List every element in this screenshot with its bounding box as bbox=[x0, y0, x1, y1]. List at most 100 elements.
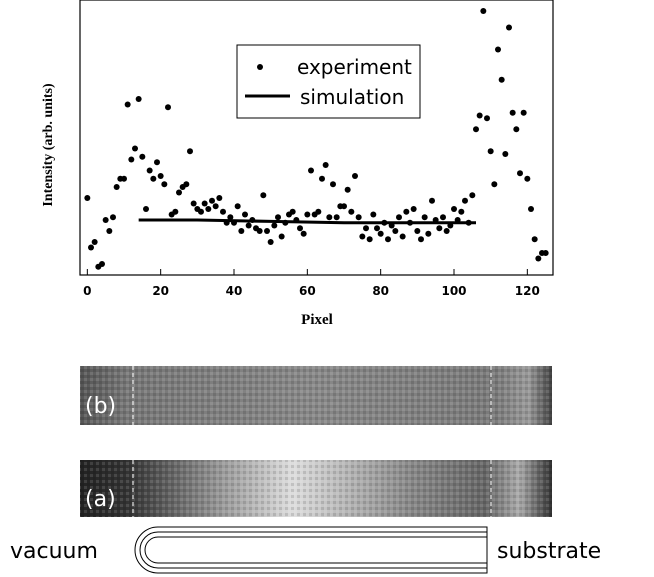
data-point bbox=[341, 203, 347, 210]
data-point bbox=[531, 236, 538, 243]
data-point bbox=[363, 225, 369, 232]
data-point bbox=[344, 186, 351, 193]
legend: experiment simulation bbox=[236, 44, 421, 119]
x-axis-label: Pixel bbox=[301, 312, 333, 328]
data-point bbox=[212, 203, 219, 210]
data-point bbox=[414, 228, 421, 234]
x-tick-label: 40 bbox=[226, 284, 243, 298]
data-point bbox=[458, 208, 465, 215]
x-tick-label: 60 bbox=[299, 284, 316, 298]
data-point bbox=[139, 153, 146, 160]
sample-outline bbox=[134, 526, 488, 574]
data-point bbox=[297, 225, 303, 232]
data-point bbox=[370, 211, 377, 218]
data-point bbox=[359, 233, 366, 240]
data-point bbox=[154, 159, 160, 166]
data-point bbox=[201, 200, 208, 207]
data-point bbox=[418, 236, 424, 243]
data-point bbox=[498, 76, 505, 83]
data-point bbox=[528, 206, 534, 212]
x-tick-label: 20 bbox=[152, 284, 169, 298]
data-point bbox=[502, 151, 509, 157]
data-point bbox=[451, 206, 457, 212]
data-point bbox=[289, 208, 296, 215]
data-point bbox=[315, 208, 322, 215]
data-point bbox=[267, 239, 274, 245]
data-point bbox=[187, 148, 193, 155]
image-texture bbox=[80, 366, 552, 425]
data-point bbox=[491, 181, 498, 188]
data-point bbox=[509, 109, 516, 116]
data-point bbox=[143, 206, 149, 212]
data-point bbox=[524, 175, 531, 182]
data-point bbox=[150, 175, 157, 182]
data-point bbox=[132, 145, 138, 152]
data-point bbox=[429, 197, 435, 204]
data-point bbox=[190, 200, 197, 207]
data-point bbox=[322, 162, 329, 168]
data-point bbox=[517, 170, 523, 177]
data-point bbox=[300, 230, 307, 237]
data-point bbox=[436, 225, 443, 232]
data-point bbox=[366, 236, 373, 243]
data-point bbox=[319, 175, 325, 182]
panel-label: (b) bbox=[85, 394, 116, 419]
data-point bbox=[506, 24, 512, 31]
data-point bbox=[326, 214, 333, 221]
region-label: substrate bbox=[497, 539, 601, 564]
data-point bbox=[374, 225, 380, 232]
image-texture bbox=[80, 460, 552, 517]
data-point bbox=[542, 250, 549, 256]
data-point bbox=[176, 189, 182, 196]
data-point bbox=[124, 101, 131, 108]
data-point bbox=[469, 192, 476, 199]
data-point bbox=[480, 8, 487, 14]
data-point bbox=[278, 233, 285, 240]
data-point bbox=[146, 167, 153, 174]
data-point bbox=[476, 112, 483, 119]
data-point bbox=[487, 148, 494, 155]
data-point bbox=[84, 195, 91, 201]
data-point bbox=[238, 228, 245, 234]
data-point bbox=[421, 214, 428, 221]
x-tick-label: 100 bbox=[441, 284, 466, 298]
data-point bbox=[209, 197, 215, 204]
data-point bbox=[333, 214, 340, 221]
data-point bbox=[403, 208, 410, 215]
data-point bbox=[234, 203, 241, 210]
data-point bbox=[245, 222, 252, 229]
data-point bbox=[355, 214, 362, 221]
data-point bbox=[157, 173, 164, 179]
data-point bbox=[440, 214, 446, 221]
x-tick-label: 120 bbox=[515, 284, 540, 298]
data-point bbox=[352, 173, 358, 179]
data-point bbox=[308, 167, 314, 174]
data-point bbox=[106, 228, 113, 234]
data-point bbox=[520, 109, 527, 116]
data-point bbox=[330, 181, 336, 188]
x-tick-label: 0 bbox=[83, 284, 91, 298]
data-point bbox=[385, 236, 391, 243]
y-axis-label: Intensity (arb. units) bbox=[41, 83, 56, 207]
data-point bbox=[396, 214, 402, 221]
data-point bbox=[462, 197, 468, 204]
data-point bbox=[399, 233, 406, 240]
plot-frame bbox=[79, 0, 554, 276]
data-point bbox=[304, 211, 311, 218]
data-point bbox=[102, 217, 109, 223]
data-point bbox=[183, 181, 190, 188]
data-point bbox=[99, 261, 105, 267]
data-point bbox=[205, 206, 212, 212]
data-point bbox=[91, 239, 98, 245]
data-point bbox=[271, 222, 278, 229]
data-point bbox=[264, 228, 270, 234]
data-point bbox=[128, 156, 135, 163]
data-point bbox=[198, 208, 204, 215]
data-point bbox=[473, 126, 479, 133]
data-point bbox=[88, 244, 94, 251]
data-point bbox=[220, 208, 226, 215]
data-point bbox=[275, 214, 281, 221]
data-point bbox=[348, 208, 355, 215]
region-label: vacuum bbox=[10, 539, 98, 564]
simulation-line bbox=[138, 218, 476, 225]
